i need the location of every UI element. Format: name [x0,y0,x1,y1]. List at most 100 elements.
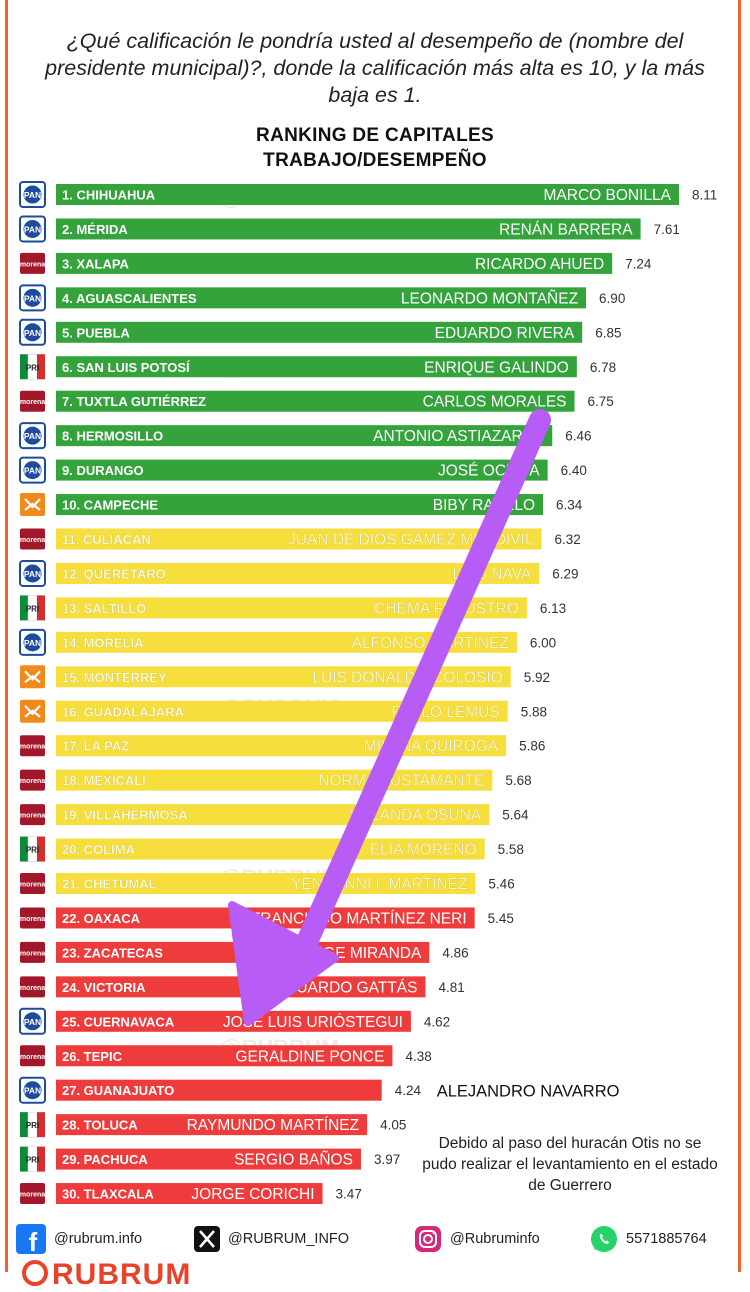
bar-value-label: 4.62 [424,1014,450,1029]
bar-value-label: 5.46 [488,877,514,892]
morena-logo-text: morena [20,399,45,406]
pan-logo-text: PAN [24,431,41,441]
morena-logo-text: morena [20,916,45,923]
morena-logo-icon [20,390,45,412]
bar-category-label: 13. SALTILLO [62,601,146,616]
morena-logo-text: morena [20,950,45,957]
footer-instagram[interactable]: @Rubruminfo [414,1222,540,1256]
morena-logo-icon [20,735,45,757]
bar-category-label: 26. TEPIC [62,1049,123,1064]
pri-logo-red [37,354,45,380]
bar-category-label: 14. MORELIA [62,635,144,650]
bar-value-label: 6.32 [554,532,580,547]
pan-logo-circle [23,219,42,238]
bar-category-label: 28. TOLUCA [62,1118,138,1133]
bar-28 [56,1114,368,1136]
pan-logo-circle [23,564,42,583]
bar-name-label: JOSÉ LUIS URIÓSTEGUI [223,1014,403,1031]
pri-logo-text: PRI [26,604,39,613]
bar-value-label: 4.05 [380,1118,406,1133]
bar-category-label: 16. GUADALAJARA [62,704,185,719]
pri-logo-icon [20,1146,28,1172]
bar-name-label: SERGIO BAÑOS [234,1152,353,1169]
bar-value-label: 5.86 [519,739,545,754]
bar-27 [56,1079,382,1101]
morena-logo-text: morena [20,813,45,820]
bar-26 [56,1045,393,1067]
bar-20 [56,838,485,860]
bar-10 [56,494,544,516]
bar-category-label: 5. PUEBLA [62,325,131,340]
mc-logo-mark [24,704,41,718]
morena-logo-text: morena [20,778,45,785]
morena-logo-text: morena [20,1054,45,1061]
bar-value-label: 5.88 [521,704,547,719]
pan-logo-text: PAN [24,1086,41,1096]
bar-6 [56,356,577,378]
hurricane-note: Debido al paso del huracán Otis no se pu… [422,1135,718,1194]
morena-logo-text: morena [20,537,45,544]
pri-logo-icon [20,595,28,621]
svg-text:f: f [29,1227,38,1254]
bar-category-label: 24. VICTORIA [62,980,146,995]
x-icon [194,1226,220,1252]
morena-logo-text: morena [20,744,45,751]
bar-value-label: 7.24 [625,256,652,271]
bar-category-label: 18. MEXICALI [62,773,146,788]
bar-category-label: 10. CAMPECHE [62,498,158,513]
bar-category-label: 3. XALAPA [62,256,130,271]
footer-facebook[interactable]: f @rubrum.info [16,1222,142,1256]
pan-logo-text: PAN [24,293,41,303]
pan-logo-circle [23,1012,42,1031]
pan-logo-text: PAN [24,1017,41,1027]
bar-30 [56,1183,323,1205]
instagram-handle: @Rubruminfo [450,1231,540,1247]
bar-value-label: 8.11 [692,188,717,203]
morena-logo-icon [20,804,45,826]
bar-value-label: 6.46 [565,429,591,444]
morena-logo-text: morena [20,882,45,889]
bar-category-label: 15. MONTERREY [62,670,167,685]
bar-25 [56,1010,411,1032]
page-frame [5,0,741,1272]
bar-category-label: 22. OAXACA [62,911,141,926]
mc-logo-mark [24,670,41,684]
arrow-shaft [279,409,551,991]
footer-x[interactable]: @RUBRUM_INFO [194,1222,349,1256]
bar-1 [56,184,679,205]
pri-logo-text: PRI [26,846,39,855]
bar-16 [56,700,508,722]
bar-name-label: EDUARDO GATTÁS [275,979,418,996]
pan-logo-text: PAN [24,328,41,338]
bar-14 [56,631,517,653]
chart-title-line2: TRABAJO/DESEMPEÑO [263,150,487,171]
bar-category-label: 19. VILLAHERMOSA [62,808,188,823]
pan-logo-text: PAN [24,466,41,476]
bar-value-label: 6.75 [588,394,614,409]
ranking-chart: @RUBRUM@RUBRUM@RUBRUM@RUBRUM@RUBRUM@RUBR… [19,181,717,1205]
arrow-head [228,901,339,1026]
bar-29 [56,1148,361,1170]
morena-logo-icon [20,907,45,929]
morena-logo-icon [20,252,45,274]
bar-category-label: 29. PACHUCA [62,1152,148,1167]
pan-logo-circle [23,1081,42,1100]
pri-logo-text: PRI [26,363,39,372]
morena-logo-icon [20,769,45,791]
bar-name-label: CARLOS MORALES [423,394,567,411]
bar-value-label: 6.78 [590,360,616,375]
pan-logo-text: PAN [24,638,41,648]
pan-logo-text: PAN [24,224,41,234]
pri-logo-icon [20,836,28,862]
pan-logo-text: PAN [24,569,41,579]
bar-value-label: 6.34 [556,498,583,513]
bar-name-label: FRANCISCO MARTÍNEZ NERI [251,910,467,927]
whatsapp-number: 5571885764 [626,1231,707,1247]
brand-logo: RUBRUM [22,1258,191,1292]
footer-whatsapp[interactable]: 5571885764 [590,1222,707,1256]
bar-category-label: 2. MÉRIDA [62,222,128,237]
pri-logo-icon [20,354,28,380]
bar-value-label: 6.13 [540,601,566,616]
footer: f @rubrum.info @RUBRUM_INFO @Rubruminfo … [0,1222,750,1256]
pan-logo-circle [23,323,42,342]
